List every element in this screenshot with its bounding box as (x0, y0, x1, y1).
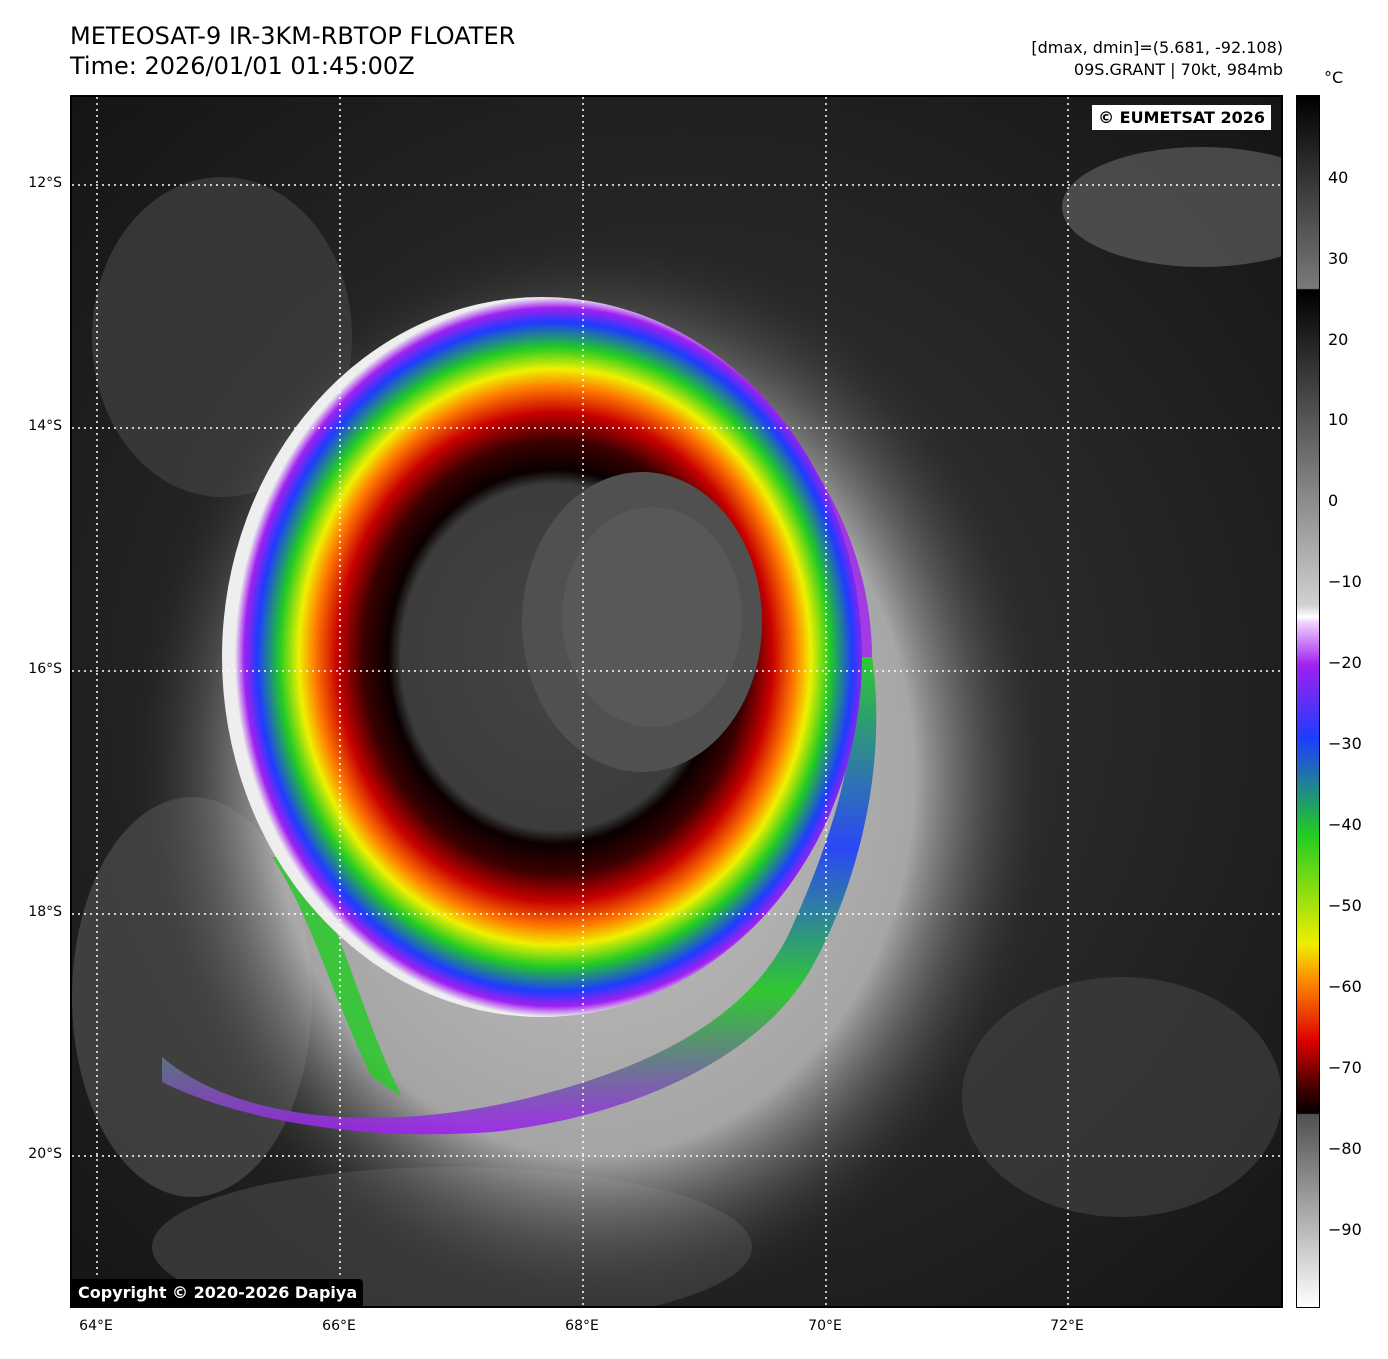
colorbar-tick-0: 0 (1328, 491, 1339, 510)
colorbar-tick-minus20: −20 (1328, 653, 1362, 672)
lon-label-72e: 72°E (1050, 1318, 1084, 1334)
colorbar-unit: °C (1324, 68, 1344, 87)
lat-label-14s: 14°S (28, 418, 62, 434)
satellite-imagery (72, 97, 1281, 1306)
colorbar-tick-20: 20 (1328, 330, 1349, 349)
gridlines (72, 97, 1281, 1306)
rainband-west (272, 857, 402, 1097)
lon-label-68e: 68°E (565, 1318, 599, 1334)
colorbar-tick-minus40: −40 (1328, 815, 1362, 834)
colorbar-tick-10: 10 (1328, 410, 1349, 429)
colorbar-tick-30: 30 (1328, 249, 1349, 268)
lon-label-70e: 70°E (808, 1318, 842, 1334)
colorbar-tick-minus10: −10 (1328, 572, 1362, 591)
lon-label-66e: 66°E (322, 1318, 356, 1334)
dapiya-copyright: Copyright © 2020-2026 Dapiya (72, 1279, 364, 1306)
temperature-colorbar (1296, 95, 1320, 1308)
colorbar-tick-minus70: −70 (1328, 1058, 1362, 1077)
satellite-map: © EUMETSAT 2026 Copyright © 2020-2026 Da… (70, 95, 1283, 1308)
colorbar-tick-minus90: −90 (1328, 1220, 1362, 1239)
chart-time: Time: 2026/01/01 01:45:00Z (70, 52, 415, 80)
colorbar-tick-minus30: −30 (1328, 734, 1362, 753)
colorbar-tick-minus60: −60 (1328, 977, 1362, 996)
colorbar-tick-minus80: −80 (1328, 1139, 1362, 1158)
storm-info: 09S.GRANT | 70kt, 984mb (1073, 60, 1283, 79)
lat-label-20s: 20°S (28, 1146, 62, 1162)
dmax-dmin-text: [dmax, dmin]=(5.681, -92.108) (1031, 38, 1283, 57)
lat-label-16s: 16°S (28, 661, 62, 677)
lat-label-18s: 18°S (28, 904, 62, 920)
lat-label-12s: 12°S (28, 175, 62, 191)
eumetsat-copyright: © EUMETSAT 2026 (1092, 105, 1271, 130)
lon-label-64e: 64°E (79, 1318, 113, 1334)
chart-title: METEOSAT-9 IR-3KM-RBTOP FLOATER (70, 22, 516, 50)
colorbar-tick-40: 40 (1328, 168, 1349, 187)
colorbar-tick-minus50: −50 (1328, 896, 1362, 915)
